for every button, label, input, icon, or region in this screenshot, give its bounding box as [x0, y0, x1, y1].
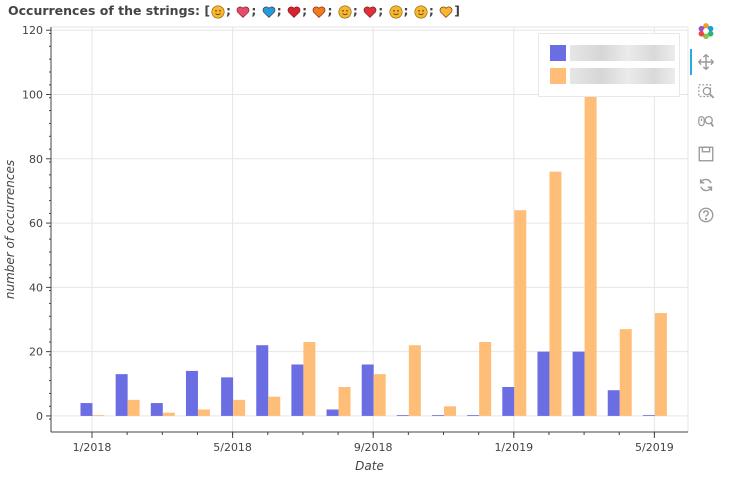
bar-series-2[interactable]: [127, 399, 140, 416]
x-tick-label: 9/2018: [354, 441, 393, 454]
title-emoji-separator: ;: [352, 3, 363, 18]
legend-swatch-series-1: [550, 45, 566, 61]
bar-series-2[interactable]: [514, 210, 527, 416]
bar-series-1[interactable]: [432, 415, 444, 416]
x-tick-label: 5/2019: [635, 441, 674, 454]
bar-series-1[interactable]: [537, 351, 550, 416]
legend-item-series-1[interactable]: [550, 44, 675, 62]
bar-series-2[interactable]: [479, 342, 492, 416]
x-axis-label: Date: [355, 459, 384, 473]
axes: 0 20 40 60 80 100 120 1/2018 5/2018 9/2018 1/2019 5…: [22, 24, 688, 454]
y-axis-label: number of occurrences: [3, 160, 17, 299]
bar-series-1[interactable]: [396, 415, 409, 416]
title-emoji-separator: ;: [302, 3, 312, 18]
bar-series-1[interactable]: [115, 374, 128, 416]
bar-series-1[interactable]: [185, 370, 198, 416]
bar-series-2[interactable]: [549, 171, 562, 416]
bar-series-1[interactable]: [150, 403, 163, 416]
bokeh-logo-icon[interactable]: [695, 20, 717, 42]
legend-item-series-2[interactable]: [550, 67, 675, 85]
y-tick-label: 80: [29, 153, 43, 166]
y-tick-label: 100: [22, 89, 43, 102]
chart-title-suffix: ]: [454, 3, 460, 19]
reset-tool-icon[interactable]: [695, 174, 717, 196]
bar-series-2[interactable]: [654, 313, 667, 416]
bar-series-1[interactable]: [256, 345, 269, 416]
orange-heart-emoji: [313, 6, 326, 18]
wheel-zoom-tool-icon[interactable]: [695, 111, 717, 133]
help-tool-icon[interactable]: [695, 204, 717, 226]
bar-series-2[interactable]: [92, 415, 105, 416]
legend-label-series-1: [570, 45, 675, 61]
bar-series-1[interactable]: [572, 351, 585, 416]
box-zoom-tool-icon[interactable]: [695, 81, 717, 103]
bars: [80, 94, 667, 416]
bar-series-1[interactable]: [361, 364, 374, 416]
red-heart-emoji: [287, 6, 301, 18]
chart-title-prefix: Occurrences of the strings: [: [8, 3, 211, 19]
heart-with-arrow-emoji: [237, 6, 250, 18]
y-tick-label: 20: [29, 346, 43, 359]
bar-series-2[interactable]: [619, 329, 632, 416]
bar-series-2[interactable]: [197, 409, 210, 416]
y-tick-label: 40: [29, 281, 43, 294]
bar-series-2[interactable]: [373, 374, 386, 416]
bar-series-2[interactable]: [584, 94, 597, 416]
y-tick-label: 0: [36, 410, 43, 423]
chart-title: Occurrences of the strings: [ ; ; ; ; ; …: [8, 3, 460, 19]
title-emoji-separator: ;: [327, 3, 337, 18]
bar-series-2[interactable]: [233, 399, 246, 416]
bar-series-1[interactable]: [502, 387, 515, 416]
title-emoji-separator: ;: [276, 3, 287, 18]
y-tick-label: 120: [22, 24, 43, 37]
x-tick-label: 1/2018: [73, 441, 112, 454]
x-tick-label: 5/2018: [213, 441, 252, 454]
bar-series-1[interactable]: [326, 409, 339, 416]
smiling-face-emoji: [389, 5, 403, 18]
active-tool-indicator: [690, 49, 692, 75]
save-tool-icon[interactable]: [695, 143, 717, 165]
bar-series-2[interactable]: [408, 345, 421, 416]
title-emoji-list: ; ; ; ; ; ; ; ; ;: [210, 3, 454, 19]
legend-swatch-series-2: [550, 68, 566, 84]
title-emoji-separator: ;: [428, 3, 439, 18]
legend: [538, 33, 680, 97]
title-emoji-separator: ;: [403, 3, 413, 18]
bar-series-1[interactable]: [607, 390, 620, 416]
title-emoji-separator: ;: [226, 3, 236, 18]
legend-label-series-2: [570, 68, 675, 84]
x-tick-label: 1/2019: [494, 441, 533, 454]
kiss-mark-emoji: [363, 6, 377, 18]
bar-series-1[interactable]: [467, 415, 480, 416]
bar-series-1[interactable]: [221, 377, 234, 416]
star-struck-emoji: [414, 5, 428, 18]
title-emoji-separator: ;: [251, 3, 261, 18]
bar-series-2[interactable]: [268, 396, 281, 416]
title-emoji-separator: ;: [378, 3, 388, 18]
smiling-face-with-hearts-emoji: [439, 6, 453, 18]
face-blowing-kiss-emoji: [338, 5, 352, 18]
bar-series-2[interactable]: [162, 412, 175, 416]
bar-series-2[interactable]: [303, 342, 316, 416]
pan-tool-icon[interactable]: [695, 51, 717, 73]
blue-heart-emoji: [262, 6, 276, 18]
y-tick-label: 60: [29, 217, 43, 230]
bar-series-1[interactable]: [291, 364, 304, 416]
bar-series-1[interactable]: [642, 415, 655, 416]
bar-series-2[interactable]: [338, 387, 351, 416]
bar-series-2[interactable]: [444, 406, 456, 416]
bar-series-1[interactable]: [80, 403, 93, 416]
kissing-face-emoji: [211, 5, 225, 18]
